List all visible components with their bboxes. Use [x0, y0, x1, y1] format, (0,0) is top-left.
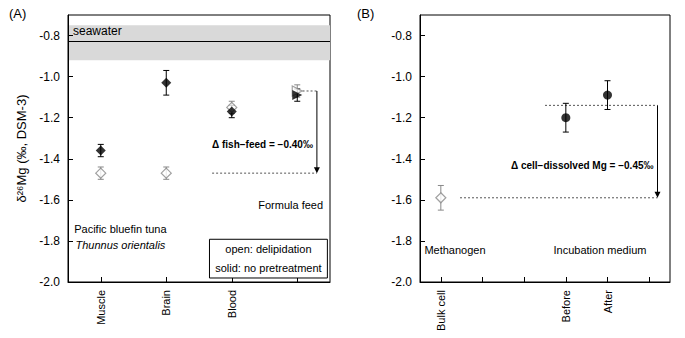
svg-text:After: After	[602, 290, 614, 314]
svg-text:-1.6: -1.6	[39, 193, 60, 207]
svg-text:Δ fish−feed = −0.40‰: Δ fish−feed = −0.40‰	[212, 139, 313, 150]
svg-text:solid: no pretreatment: solid: no pretreatment	[215, 262, 321, 274]
svg-text:open: delipidation: open: delipidation	[225, 243, 311, 255]
svg-text:Brain: Brain	[160, 290, 172, 316]
svg-text:Thunnus orientalis: Thunnus orientalis	[75, 239, 165, 251]
svg-text:Blood: Blood	[226, 290, 238, 318]
svg-text:Pacific bluefin tuna: Pacific bluefin tuna	[74, 223, 167, 235]
svg-text:-1.2: -1.2	[391, 111, 412, 125]
svg-text:-0.8: -0.8	[391, 29, 412, 43]
svg-text:-1.0: -1.0	[39, 70, 60, 84]
svg-text:-0.8: -0.8	[39, 29, 60, 43]
svg-text:-1.8: -1.8	[391, 234, 412, 248]
svg-text:(B): (B)	[357, 6, 374, 21]
svg-text:δ²⁶Mg (‰, DSM-3): δ²⁶Mg (‰, DSM-3)	[14, 95, 29, 203]
svg-text:Incubation medium: Incubation medium	[554, 244, 647, 256]
svg-text:-1.0: -1.0	[391, 70, 412, 84]
svg-text:-1.4: -1.4	[391, 152, 412, 166]
svg-text:Δ cell−dissolved Mg = −0.45‰: Δ cell−dissolved Mg = −0.45‰	[511, 160, 654, 171]
svg-text:Methanogen: Methanogen	[424, 244, 485, 256]
svg-text:Formula feed: Formula feed	[258, 199, 323, 211]
svg-text:(A): (A)	[9, 6, 26, 21]
svg-text:-1.6: -1.6	[391, 193, 412, 207]
svg-text:-1.2: -1.2	[39, 111, 60, 125]
svg-text:-1.8: -1.8	[39, 234, 60, 248]
svg-text:Bulk cell: Bulk cell	[435, 290, 447, 331]
svg-text:seawater: seawater	[73, 24, 122, 38]
svg-text:-1.4: -1.4	[39, 152, 60, 166]
svg-text:Before: Before	[560, 290, 572, 322]
svg-text:-2.0: -2.0	[39, 275, 60, 289]
svg-text:-2.0: -2.0	[391, 275, 412, 289]
svg-text:Muscle: Muscle	[95, 290, 107, 325]
